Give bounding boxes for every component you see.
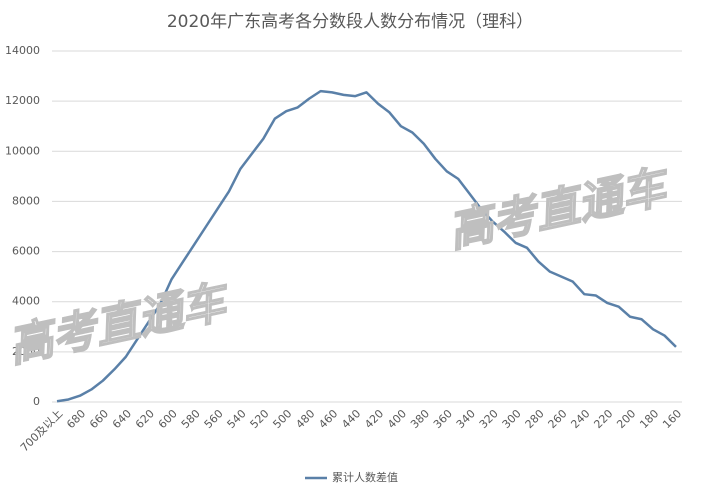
x-tick-label: 420 [362, 407, 386, 431]
x-tick-label: 640 [110, 407, 134, 431]
x-tick-label: 180 [637, 407, 661, 431]
x-tick-label: 340 [454, 407, 478, 431]
x-tick-label: 600 [156, 407, 180, 431]
watermark: 高考直通车 [444, 161, 676, 258]
x-tick-label: 460 [316, 407, 340, 431]
x-tick-label: 240 [568, 407, 592, 431]
x-tick-label: 300 [500, 407, 524, 431]
y-tick-label: 6000 [12, 245, 40, 258]
x-tick-label: 400 [385, 407, 409, 431]
x-tick-label: 680 [64, 407, 88, 431]
y-tick-label: 12000 [5, 94, 40, 107]
x-tick-label: 260 [546, 407, 570, 431]
x-tick-label: 220 [591, 407, 615, 431]
legend-label: 累计人数差值 [332, 470, 398, 484]
y-tick-label: 8000 [12, 194, 40, 207]
x-tick-label: 320 [477, 407, 501, 431]
x-tick-label: 480 [293, 407, 317, 431]
x-tick-label: 520 [248, 407, 272, 431]
x-tick-label: 620 [133, 407, 157, 431]
x-tick-label: 200 [614, 407, 638, 431]
x-tick-label: 560 [202, 407, 226, 431]
y-tick-label: 4000 [12, 295, 40, 308]
x-tick-label: 440 [339, 407, 363, 431]
x-tick-label: 580 [179, 407, 203, 431]
chart-title: 2020年广东高考各分数段人数分布情况（理科） [167, 12, 533, 32]
y-tick-label: 0 [33, 395, 40, 408]
x-tick-label: 700及以上 [18, 407, 65, 454]
watermark: 高考直通车 [4, 276, 236, 373]
y-tick-label: 2000 [12, 345, 40, 358]
line [56, 89, 677, 403]
x-tick-label: 500 [270, 407, 294, 431]
x-tick-label: 380 [408, 407, 432, 431]
y-tick-label: 10000 [5, 144, 40, 157]
x-tick-label: 660 [87, 407, 111, 431]
y-tick-label: 14000 [5, 44, 40, 57]
x-tick-label: 160 [660, 407, 684, 431]
x-tick-label: 360 [431, 407, 455, 431]
x-tick-label: 280 [523, 407, 547, 431]
x-tick-label: 540 [225, 407, 249, 431]
